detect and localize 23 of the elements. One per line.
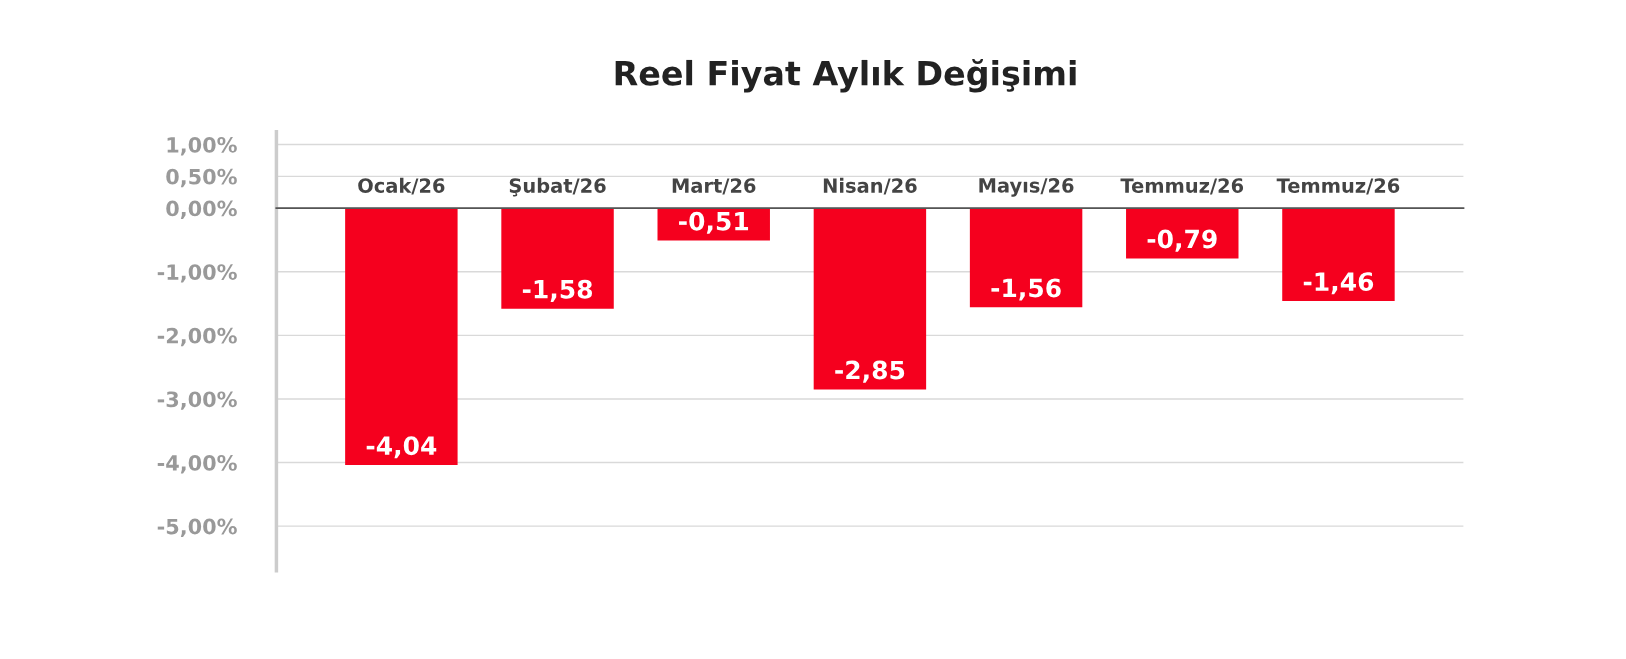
y-tick-label: 0,00% bbox=[166, 200, 237, 219]
data-label: -2,85 bbox=[835, 360, 905, 383]
x-tick-label: Mayıs/26 bbox=[979, 178, 1074, 197]
data-label: -1,46 bbox=[1303, 272, 1374, 295]
x-tick-label: Nisan/26 bbox=[823, 177, 917, 195]
data-label: -1,56 bbox=[991, 278, 1061, 301]
x-tick-label: Temmuz/26 bbox=[1276, 178, 1400, 195]
x-tick-label: Mart/26 bbox=[672, 178, 756, 195]
data-label: -0,51 bbox=[679, 211, 749, 234]
y-tick-label: -3,00% bbox=[157, 391, 237, 410]
data-label: -0,79 bbox=[1147, 229, 1217, 252]
data-label: -4,04 bbox=[366, 436, 437, 459]
y-tick-label: -2,00% bbox=[157, 327, 237, 347]
y-tick-label: 0,50% bbox=[166, 168, 237, 188]
x-tick-label: Temmuz/26 bbox=[1120, 178, 1244, 195]
x-tick-label: Ocak/26 bbox=[358, 177, 445, 195]
y-tick-label: -1,00% bbox=[157, 264, 237, 283]
chart-title: Reel Fiyat Aylık Değişimi bbox=[615, 59, 1076, 93]
y-tick-label: -5,00% bbox=[157, 518, 237, 538]
x-tick-label: Şubat/26 bbox=[509, 177, 606, 197]
y-tick-label: 1,00% bbox=[167, 136, 237, 156]
data-label: -1,58 bbox=[522, 279, 593, 302]
y-tick-label: -4,00% bbox=[157, 455, 237, 474]
